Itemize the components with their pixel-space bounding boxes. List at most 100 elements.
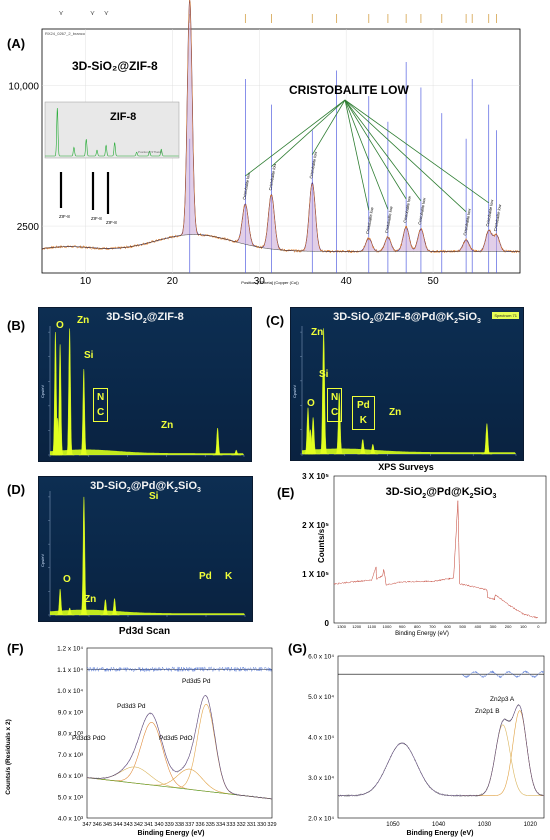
eds-d-label-pd: Pd	[199, 571, 212, 582]
pd3d-xtick-2: 345	[103, 822, 112, 828]
xps-survey-ytick-3: 3 X 10⁵	[302, 472, 329, 481]
xps-survey-xtick-8: 500	[459, 624, 466, 629]
xrd-annotation-line-3	[344, 99, 370, 211]
zn2p-frame	[337, 655, 545, 819]
xrd-annotation-line-7	[344, 99, 467, 213]
eds-b-label-zn2: Zn	[161, 420, 174, 431]
xps-survey-xtick-1: 1200	[352, 624, 362, 629]
xps-survey-xtick-4: 900	[399, 624, 406, 629]
pd3d-ytick-2: 6.0 x 10³	[58, 773, 84, 780]
xrd-annotation-line-8	[344, 99, 489, 204]
pd3d-xtick-15: 332	[237, 822, 246, 828]
pd3d-data	[86, 694, 272, 801]
eds-c-title: 3D-SiO2@ZIF-8@Pd@K2SiO3	[333, 311, 481, 326]
zn2p-xtick-1: 1040	[432, 822, 446, 828]
xrd-annotation-line-1	[271, 99, 346, 167]
eds-b-ylabel: Cps/eV	[40, 385, 45, 398]
pd3d-xtick-13: 334	[216, 822, 225, 828]
panel-f-label: (F)	[7, 641, 24, 656]
pd3d-annot-pd3d3-pdo: Pd3d3 PdO	[72, 735, 106, 742]
zn2p-ytick-4: 6.0 x 10⁴	[308, 654, 334, 661]
pd3d-xtick-3: 344	[113, 822, 122, 828]
zif8-inset-frame	[44, 101, 180, 159]
panel-f: 4.0 x 10³ 5.0 x 10³ 6.0 x 10³ 7.0 x 10³ 8.0 …	[0, 632, 282, 840]
xps-survey-line	[333, 500, 539, 619]
xps-survey-xtick-2: 1100	[368, 624, 377, 629]
panel-g: 2.0 x 10⁴ 3.0 x 10⁴ 4.0 x 10⁴ 5.0 x 10⁴ 6.0 …	[282, 632, 550, 840]
eds-continuum	[50, 449, 244, 455]
xps-survey-xtick-12: 100	[520, 624, 527, 629]
eds-continuum	[302, 448, 516, 454]
eds-peak-6	[231, 449, 242, 456]
pd3d-xtick-18: 329	[267, 822, 276, 828]
pd3d-xlabel: Binding Energy (eV)	[138, 830, 205, 837]
eds-peak-4	[109, 598, 120, 616]
eds-c-box-pdk: Pd K	[352, 396, 375, 430]
xps-survey-xtick-13: 0	[537, 624, 540, 629]
zn2p-component-0	[461, 710, 545, 796]
pd3d-xtick-1: 346	[93, 822, 102, 828]
xps-survey-xtick-7: 600	[444, 624, 451, 629]
xps-survey-title: 3D-SiO2@Pd@K2SiO3	[385, 486, 497, 501]
pd3d-envelope	[87, 695, 272, 800]
eds-b-label-o: O	[56, 320, 64, 331]
zif8-marker-label-1: ZIF-8	[91, 216, 102, 221]
xrd-annotation-line-5	[344, 99, 407, 200]
eds-continuum	[50, 609, 245, 615]
pd3d-xtick-12: 335	[206, 822, 215, 828]
panel-e-label: (E)	[277, 485, 295, 500]
xrd-annotation-line-0	[245, 99, 346, 177]
eds-b-label-zn1: Zn	[77, 315, 90, 326]
pd3d-chart: 4.0 x 10³ 5.0 x 10³ 6.0 x 10³ 7.0 x 10³ 8.0 …	[5, 646, 277, 838]
xps-survey-frame	[333, 475, 547, 624]
pd3d-xtick-9: 338	[175, 822, 184, 828]
zn2p-xlabel: Binding Energy (eV)	[407, 830, 474, 837]
zif8-marker-label-2: ZIF-8	[106, 220, 117, 225]
pd3d-annot-pd3d5-pd: Pd3d5 Pd	[182, 678, 211, 685]
xrd-peak-label-1: Cristobalite low	[241, 172, 251, 200]
eds-c-ylabel: Cps/eV	[292, 385, 297, 398]
xps-survey-ytick-2: 2 X 10⁵	[302, 521, 329, 530]
xrd-peak-label-10: Cristobalite low	[493, 204, 503, 232]
pd3d-annot-pd3d3-pd: Pd3d3 Pd	[117, 703, 146, 710]
xrd-xtick-label-4: 50	[428, 276, 440, 287]
eds-peak-2	[307, 417, 319, 455]
pd3d-ytick-1: 5.0 x 10³	[58, 794, 84, 801]
zif8-inset-axis-caption: Position [°2Theta]	[138, 150, 162, 154]
eds-peak-3	[318, 328, 329, 455]
zn2p-ytick-3: 5.0 x 10⁴	[308, 694, 334, 701]
eds-d-ylabel: Cps/eV	[40, 554, 45, 567]
zif8-inset-pattern	[45, 107, 179, 157]
zn2p-component-1	[461, 724, 544, 796]
xrd-peak-label-4: Cristobalite low	[365, 207, 375, 235]
pd3d-xtick-10: 337	[185, 822, 194, 828]
zn2p-xtick-0: 1050	[386, 822, 400, 828]
zn2p-ytick-2: 4.0 x 10⁴	[308, 735, 334, 742]
xrd-background-line	[41, 234, 520, 252]
pd3d-annot-pd3d5-pdo: Pd3d5 PdO	[159, 735, 193, 742]
xps-surveys-caption: XPS Surveys	[378, 462, 434, 472]
zn2p-chart: 2.0 x 10⁴ 3.0 x 10⁴ 4.0 x 10⁴ 5.0 x 10⁴ 6.0 …	[308, 654, 545, 837]
pd3d-component-0	[86, 703, 272, 800]
xrd-chart: ⋎ ⋎ ⋎ RX24_0267_2_branco ZIF-8 Position [°…	[8, 0, 521, 287]
xrd-peak-label-5: Cristobalite low	[384, 206, 394, 234]
xrd-annotation-line-4	[344, 99, 389, 210]
xrd-top-arrow-0: ⋎	[59, 10, 64, 17]
eds-c-label-o: O	[307, 398, 315, 409]
xrd-xtick-label-3: 40	[341, 276, 353, 287]
xrd-peak-label-3: Cristobalite low	[308, 151, 318, 179]
eds-c-label-zn1: Zn	[311, 327, 324, 338]
xps-survey-xtick-10: 300	[490, 624, 497, 629]
xps-survey-xtick-0: 1300	[337, 624, 347, 629]
zn2p-xtick-2: 1030	[478, 822, 492, 828]
eds-peak-7	[481, 423, 493, 455]
xrd-ytick-label-0: 2500	[17, 222, 40, 233]
pd3d-xtick-11: 336	[195, 822, 204, 828]
pd3d-residuals	[86, 666, 272, 673]
xrd-ytick-label-1: 10,000	[8, 81, 39, 92]
eds-c-legend: Spectrum 71	[492, 312, 519, 319]
xps-survey-ytick-0: 0	[325, 619, 330, 628]
